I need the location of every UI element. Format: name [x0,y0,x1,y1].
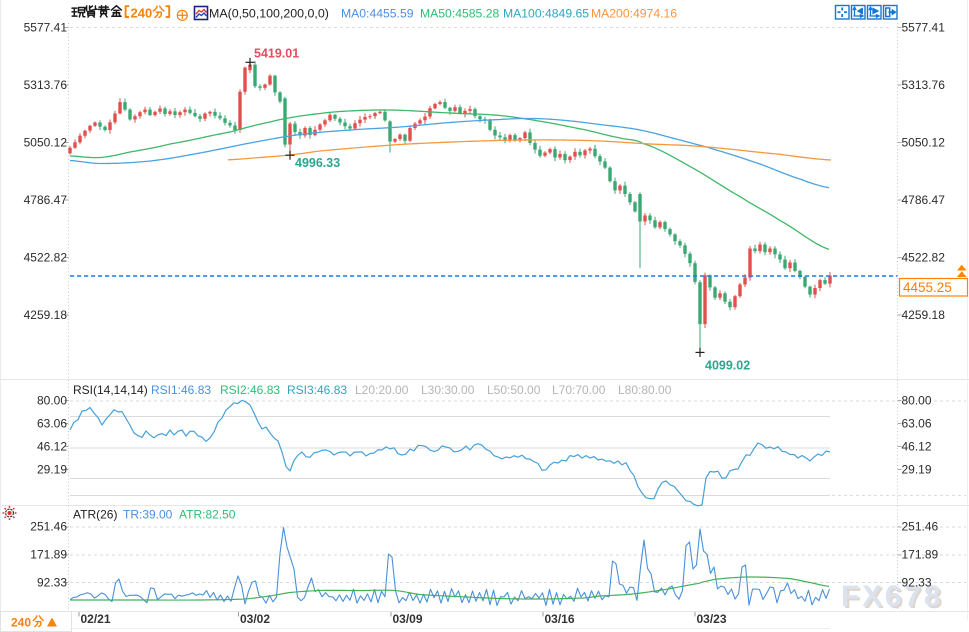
svg-text:4522.82: 4522.82 [24,251,68,265]
svg-text:5050.12: 5050.12 [24,136,68,150]
svg-text:TR:39.00: TR:39.00 [123,508,173,522]
svg-text:46.12: 46.12 [902,440,932,454]
svg-text:5419.01: 5419.01 [254,47,299,61]
svg-text:MA0:4455.59: MA0:4455.59 [341,7,414,21]
svg-text:03/23: 03/23 [697,612,727,626]
svg-text:03/02: 03/02 [240,612,270,626]
svg-text:MA200:4974.16: MA200:4974.16 [591,7,677,21]
svg-text:5313.76: 5313.76 [24,78,68,92]
svg-text:MA(0,50,100,200,0,0): MA(0,50,100,200,0,0) [209,7,329,21]
svg-text:MA50:4585.28: MA50:4585.28 [420,7,500,21]
svg-text:L30:30.00: L30:30.00 [421,383,475,397]
svg-text:5050.12: 5050.12 [902,136,946,150]
svg-text:RSI1:46.83: RSI1:46.83 [151,383,211,397]
svg-text:03/09: 03/09 [393,612,423,626]
svg-text:4259.18: 4259.18 [902,308,946,322]
svg-text:MA100:4849.65: MA100:4849.65 [503,7,589,21]
svg-text:4786.47: 4786.47 [902,193,946,207]
svg-text:FX678: FX678 [841,580,943,613]
svg-text:FX678: FX678 [843,582,945,615]
svg-text:46.12: 46.12 [37,440,67,454]
svg-text:29.19: 29.19 [902,463,932,477]
svg-text:02/21: 02/21 [81,612,111,626]
svg-text:5313.76: 5313.76 [902,78,946,92]
svg-text:5577.41: 5577.41 [902,21,946,35]
svg-text:63.06: 63.06 [37,417,67,431]
svg-text:63.06: 63.06 [902,417,932,431]
svg-text:03/16: 03/16 [545,612,575,626]
svg-text:92.33: 92.33 [902,576,932,590]
svg-text:240: 240 [11,616,31,630]
svg-text:RSI(14,14,14): RSI(14,14,14) [73,383,148,397]
svg-text:171.89: 171.89 [902,548,939,562]
svg-text:29.19: 29.19 [37,463,67,477]
svg-text:80.00: 80.00 [37,394,67,408]
svg-text:L20:20.00: L20:20.00 [355,383,409,397]
svg-text:171.89: 171.89 [30,548,67,562]
svg-text:L80:80.00: L80:80.00 [618,383,672,397]
svg-text:4522.82: 4522.82 [902,251,946,265]
svg-text:80.00: 80.00 [902,394,932,408]
svg-text:L70:70.00: L70:70.00 [552,383,606,397]
svg-text:4259.18: 4259.18 [24,308,68,322]
svg-text:4996.33: 4996.33 [295,156,340,170]
svg-text:240: 240 [131,6,153,21]
svg-text:92.33: 92.33 [37,576,67,590]
svg-text:251.46: 251.46 [30,520,67,534]
svg-text:251.46: 251.46 [902,520,939,534]
svg-text:4786.47: 4786.47 [24,193,68,207]
svg-text:ATR:82.50: ATR:82.50 [179,508,236,522]
svg-text:RSI3:46.83: RSI3:46.83 [287,383,347,397]
svg-text:5577.41: 5577.41 [24,21,68,35]
svg-text:RSI2:46.83: RSI2:46.83 [220,383,280,397]
svg-text:ATR(26): ATR(26) [73,508,117,522]
svg-text:4099.02: 4099.02 [705,359,750,373]
svg-text:L50:50.00: L50:50.00 [487,383,541,397]
svg-text:4455.25: 4455.25 [903,280,952,295]
